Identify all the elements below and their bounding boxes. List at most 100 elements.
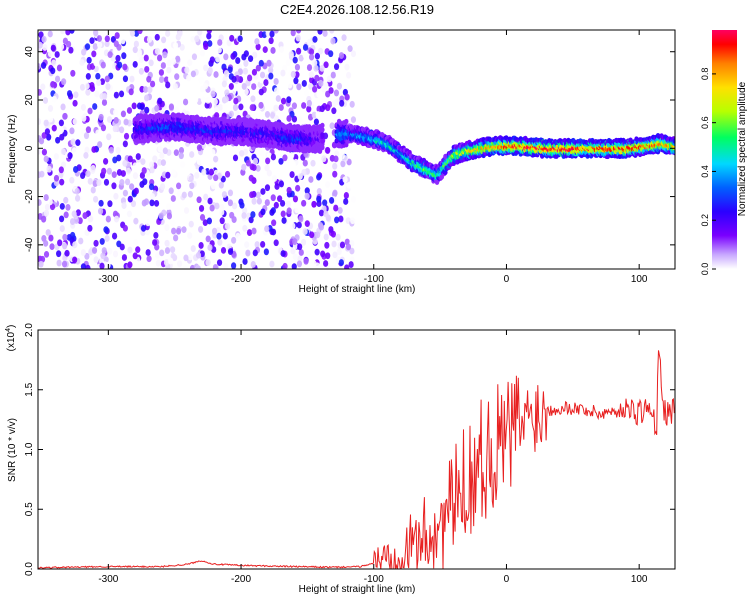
spectrogram-noise-cell xyxy=(278,104,284,111)
spectrogram-noise-cell xyxy=(195,211,201,219)
spectrogram-noise-cell xyxy=(301,169,307,176)
spectrogram-noise-cell xyxy=(132,46,138,54)
spectrogram-noise-cell xyxy=(94,90,100,98)
spectrogram-noise-cell xyxy=(101,99,108,106)
spectrogram-noise-cell xyxy=(81,48,87,56)
spectrogram-noise-cell xyxy=(176,100,182,107)
colorbar-tick-label: 0.8 xyxy=(700,68,710,81)
spectrogram-noise-cell xyxy=(254,38,260,45)
spectrogram-noise-cell xyxy=(43,239,49,247)
spectrogram-noise-cell xyxy=(210,149,216,156)
spectrogram-noise-cell xyxy=(189,182,195,190)
spectrogram-noise-cell xyxy=(134,264,140,269)
spectrogram-noise-cell xyxy=(157,54,163,62)
spectrogram-noise-cell xyxy=(158,212,164,220)
spectrogram-noise-cell xyxy=(62,233,68,241)
spectrogram-noise-cell xyxy=(58,166,64,174)
spectrogram-signal-cell xyxy=(320,132,325,138)
spectrogram-noise-cell xyxy=(140,225,147,232)
spectrogram-noise-cell xyxy=(101,167,107,175)
spectrogram-noise-cell xyxy=(58,126,65,134)
spectrogram-noise-cell xyxy=(331,100,337,108)
colorbar-tick-label: 0.6 xyxy=(700,116,710,129)
spectrogram-noise-cell xyxy=(264,225,270,233)
spectrogram-noise-cell xyxy=(219,203,225,211)
spectrogram-noise-cell xyxy=(92,103,98,110)
spectrogram-noise-cell xyxy=(311,111,317,119)
spectrogram-noise-cell xyxy=(226,39,232,47)
spectrogram-noise-cell xyxy=(209,204,215,212)
spectrogram-noise-cell xyxy=(190,35,196,43)
snr-scale-prefix: (x10 xyxy=(6,331,17,351)
spectrogram-signal-cell xyxy=(320,138,325,144)
spectrogram-noise-cell xyxy=(127,155,133,163)
spectrogram-noise-cell xyxy=(160,166,166,173)
spectrogram-noise-cell xyxy=(215,55,221,63)
spectrogram-noise-cell xyxy=(69,218,76,225)
spectrogram-noise-cell xyxy=(139,103,145,111)
spectrogram-noise-cell xyxy=(68,46,74,54)
spectrogram-noise-cell xyxy=(46,133,52,141)
spectrogram-y-label: Frequency (Hz) xyxy=(7,115,18,184)
spectrogram-noise-cell xyxy=(126,167,132,175)
spectrogram-noise-cell xyxy=(285,59,291,67)
spectrogram-noise-cell xyxy=(223,53,229,61)
spectrogram-noise-cell xyxy=(165,171,171,179)
spectrogram-noise-cell xyxy=(286,207,292,215)
spectrogram-noise-cell xyxy=(199,85,206,93)
spectrogram-noise-cell xyxy=(202,241,208,249)
spectrogram-noise-cell xyxy=(85,72,91,80)
spectrogram-noise-cell xyxy=(273,104,279,112)
spectrogram-noise-cell xyxy=(148,59,154,67)
spectrogram-noise-cell xyxy=(290,30,296,37)
spectrogram-noise-cell xyxy=(160,62,166,69)
spectrogram-noise-cell xyxy=(278,180,285,188)
spectrogram-noise-cell xyxy=(41,148,48,156)
spectrogram-noise-cell xyxy=(332,251,338,259)
spectrogram-noise-cell xyxy=(256,96,262,103)
spectrogram-noise-cell xyxy=(153,176,159,184)
spectrogram-noise-cell xyxy=(210,182,217,190)
spectrogram-noise-cell xyxy=(72,256,78,264)
spectrogram-noise-cell xyxy=(51,59,57,67)
spectrogram-noise-cell xyxy=(203,64,209,72)
spectrogram-noise-cell xyxy=(87,177,93,185)
spectrogram-noise-cell xyxy=(251,164,257,171)
spectrogram-noise-cell xyxy=(264,184,271,192)
spectrogram-noise-cell xyxy=(138,67,144,75)
spectrogram-noise-cell xyxy=(38,199,42,206)
spectrogram-noise-cell xyxy=(144,65,150,73)
spectrogram-noise-cell xyxy=(73,249,80,257)
spectrogram-noise-cell xyxy=(289,171,295,178)
spectrogram-noise-cell xyxy=(328,226,334,233)
spectrogram-noise-cell xyxy=(302,159,308,167)
spectrogram-noise-cell xyxy=(150,98,156,106)
spectrogram-noise-cell xyxy=(84,82,90,90)
spectrogram-noise-cell xyxy=(295,30,302,34)
spectrogram-noise-cell xyxy=(183,207,190,214)
spectrogram-noise-cell xyxy=(108,146,114,154)
spectrogram-noise-cell xyxy=(295,47,302,55)
spectrogram-noise-cell xyxy=(335,233,341,241)
spectrogram-noise-cell xyxy=(63,196,69,204)
spectrogram-noise-cell xyxy=(44,128,51,135)
spectrogram-noise-cell xyxy=(152,155,158,163)
spectrogram-noise-cell xyxy=(330,71,336,79)
spectrogram-noise-cell xyxy=(269,111,276,119)
spectrogram-noise-cell xyxy=(47,105,54,112)
spectrogram-noise-cell xyxy=(104,235,110,242)
spectrogram-noise-cell xyxy=(241,53,247,61)
snr-panel: -300 -200 -100 0 100 0.00.51.01.52.0 Height … xyxy=(5,323,676,595)
spectrogram-noise-cell xyxy=(54,51,60,58)
spectrogram-noise-cell xyxy=(41,35,47,43)
spectrogram-noise-cell xyxy=(102,92,108,100)
spectrogram-noise-cell xyxy=(175,55,181,63)
spectrogram-noise-cell xyxy=(92,43,98,50)
spectrogram-noise-cell xyxy=(128,88,134,96)
spectrogram-noise-cell xyxy=(270,194,276,202)
spectrogram-noise-cell xyxy=(165,81,171,89)
spectrogram-noise-cell xyxy=(187,232,193,239)
spectrogram-noise-cell xyxy=(302,44,309,51)
spectrogram-noise-cell xyxy=(40,83,46,91)
spectrogram-noise-cell xyxy=(107,247,113,255)
